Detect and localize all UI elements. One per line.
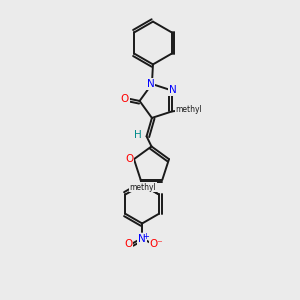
Text: methyl: methyl [176,106,202,115]
Text: H: H [134,130,142,140]
Text: O: O [124,239,132,249]
Text: O: O [121,94,129,103]
Text: +: + [142,232,149,241]
Text: O⁻: O⁻ [149,239,163,249]
Text: methyl: methyl [129,183,156,192]
Text: N: N [147,79,154,89]
Text: N: N [138,234,146,244]
Text: N: N [169,85,177,95]
Text: O: O [125,154,134,164]
